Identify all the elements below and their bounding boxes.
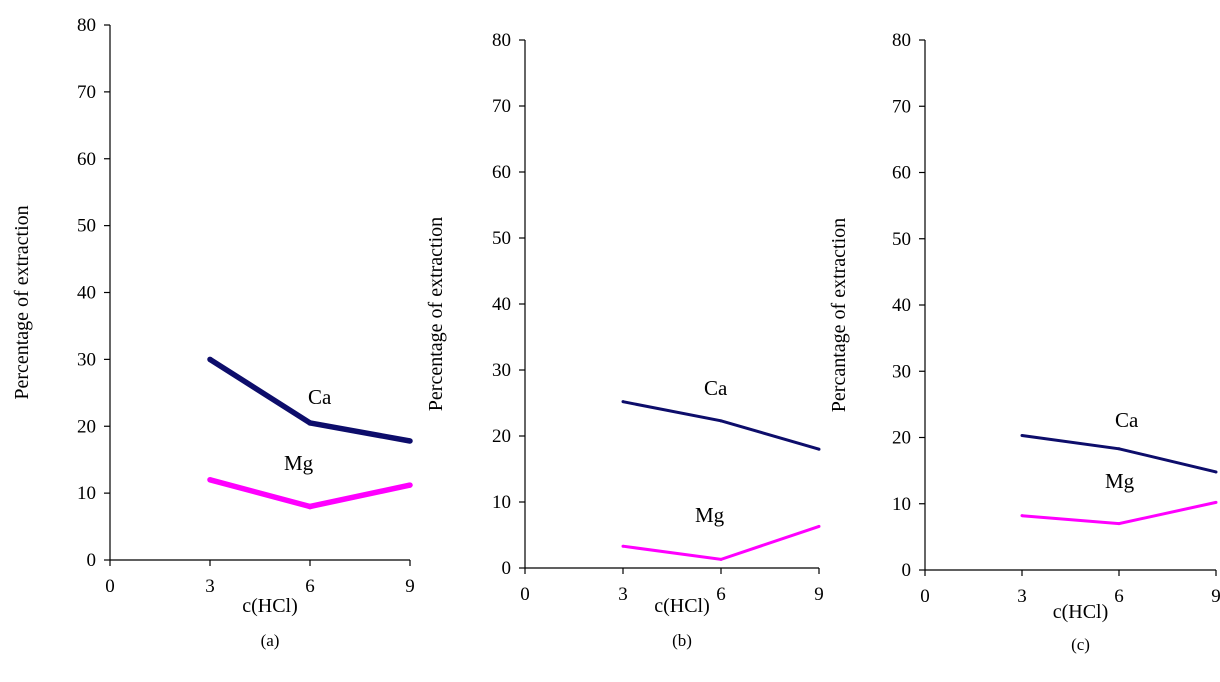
data-point-ca — [817, 447, 821, 451]
data-point-mg — [1214, 500, 1218, 504]
y-axis-title: Percentage of extraction — [11, 205, 33, 399]
y-tick-label: 50 — [892, 229, 911, 250]
panel-caption: (b) — [672, 631, 692, 650]
y-tick-label: 10 — [77, 483, 96, 504]
data-point-ca — [207, 356, 213, 363]
data-point-ca — [1214, 470, 1218, 474]
x-tick-label: 9 — [814, 584, 824, 605]
x-axis-title: c(HCl) — [1053, 601, 1109, 623]
y-axis-title: Percentage of extraction — [425, 217, 447, 411]
data-point-ca — [407, 438, 413, 444]
panel-caption: (a) — [261, 631, 280, 650]
y-tick-label: 10 — [892, 494, 911, 515]
y-tick-label: 80 — [892, 30, 911, 51]
y-tick-label: 70 — [892, 96, 911, 117]
x-axis-title: c(HCl) — [654, 595, 710, 617]
y-tick-label: 30 — [892, 361, 911, 382]
series-line-ca — [1021, 434, 1217, 474]
x-tick-label: 6 — [305, 576, 315, 597]
y-tick-label: 40 — [892, 295, 911, 316]
y-tick-label: 60 — [77, 149, 96, 170]
series-line-mg — [622, 524, 820, 561]
data-point-ca — [1117, 447, 1121, 451]
y-tick-label: 0 — [502, 558, 512, 579]
x-tick-label: 0 — [920, 586, 930, 607]
y-tick-label: 50 — [77, 216, 96, 237]
y-tick-label: 40 — [77, 283, 96, 304]
y-axis-title: Percantage of extraction — [828, 218, 850, 412]
data-point-mg — [307, 503, 313, 510]
y-tick-label: 70 — [77, 82, 96, 103]
y-tick-label: 50 — [492, 228, 511, 249]
x-tick-label: 0 — [520, 584, 530, 605]
y-tick-label: 20 — [892, 428, 911, 449]
y-tick-label: 40 — [492, 294, 511, 315]
y-tick-label: 20 — [77, 416, 96, 437]
x-tick-label: 9 — [1211, 586, 1220, 607]
x-tick-label: 0 — [105, 576, 115, 597]
series-line-mg — [209, 477, 411, 510]
data-point-mg — [407, 482, 413, 488]
series-line-mg — [1021, 500, 1217, 526]
x-tick-label: 6 — [716, 584, 726, 605]
y-tick-label: 80 — [492, 30, 511, 51]
series-label-mg: Mg — [695, 503, 725, 527]
x-tick-label: 9 — [405, 576, 415, 597]
series-label-ca: Ca — [704, 376, 728, 400]
x-tick-label: 6 — [1114, 586, 1124, 607]
y-tick-label: 30 — [492, 360, 511, 381]
data-point-mg — [719, 557, 723, 561]
y-tick-label: 60 — [892, 163, 911, 184]
series-label-mg: Mg — [1105, 469, 1135, 493]
y-tick-label: 0 — [902, 560, 912, 581]
data-point-ca — [621, 400, 625, 404]
data-point-mg — [621, 544, 625, 548]
data-point-mg — [207, 477, 213, 483]
series-label-ca: Ca — [308, 385, 332, 409]
series-label-ca: Ca — [1115, 408, 1139, 432]
data-point-ca — [1020, 434, 1024, 438]
y-tick-label: 20 — [492, 426, 511, 447]
x-tick-label: 3 — [618, 584, 628, 605]
series-label-mg: Mg — [284, 451, 314, 475]
y-tick-label: 30 — [77, 349, 96, 370]
x-tick-label: 3 — [1017, 586, 1027, 607]
x-tick-label: 3 — [205, 576, 215, 597]
y-tick-label: 70 — [492, 96, 511, 117]
data-point-mg — [1117, 522, 1121, 526]
y-tick-label: 10 — [492, 492, 511, 513]
y-tick-label: 0 — [87, 550, 97, 571]
series-line-ca — [622, 400, 820, 451]
x-axis-title: c(HCl) — [242, 595, 298, 617]
data-point-mg — [1020, 514, 1024, 518]
y-tick-label: 80 — [77, 15, 96, 36]
y-tick-label: 60 — [492, 162, 511, 183]
data-point-mg — [817, 524, 821, 528]
panel-caption: (c) — [1071, 635, 1090, 654]
data-point-ca — [719, 419, 723, 423]
data-point-ca — [307, 420, 313, 426]
